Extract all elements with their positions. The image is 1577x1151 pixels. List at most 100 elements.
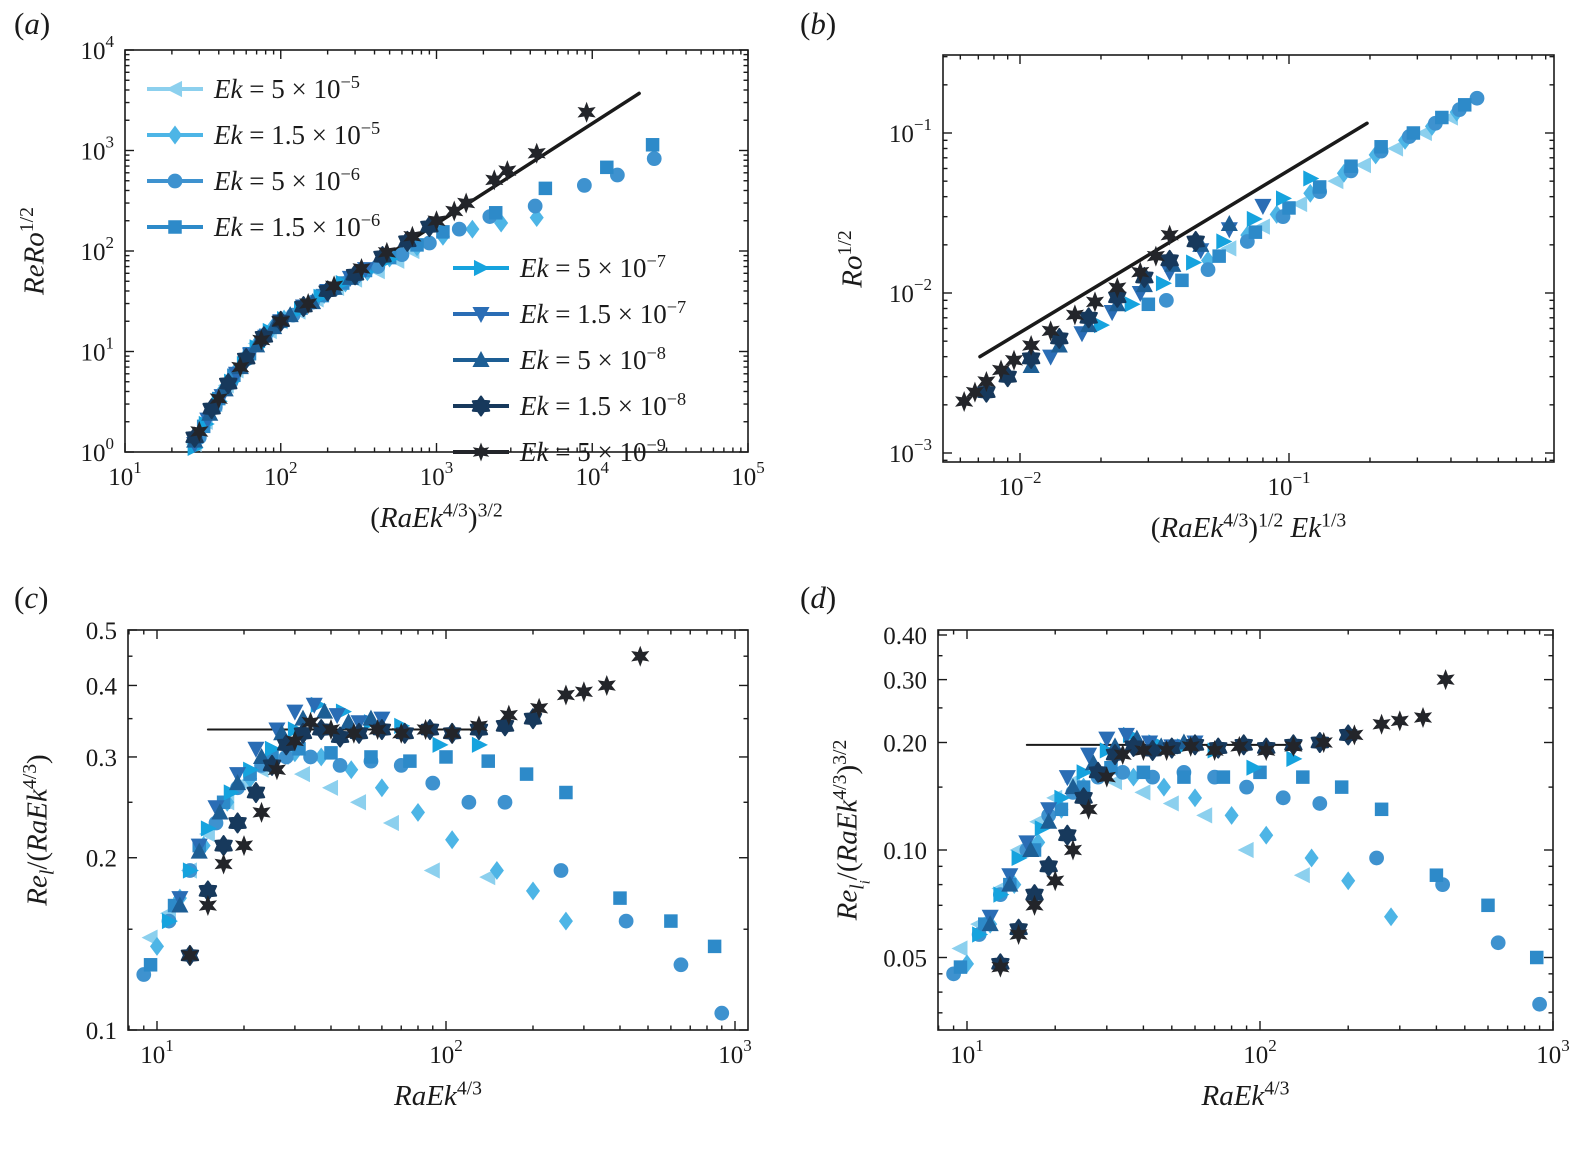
text-segment: i xyxy=(857,880,874,885)
panel-b-x-axis-label: (RaEk4/3)1/2 Ek1/3 xyxy=(1151,509,1347,545)
panel-a-series-ek5e5 xyxy=(185,242,420,453)
panel-a-y-tick-label: 104 xyxy=(81,32,115,65)
text-segment: = 5 × 10 xyxy=(242,165,341,196)
panel-a-y-tick-label: 100 xyxy=(81,434,115,467)
panel-d-x-axis-label: RaEk4/3 xyxy=(1201,1078,1290,1113)
text-segment: 4/3 xyxy=(1223,509,1249,532)
text-segment: ) xyxy=(21,754,54,764)
ek15e8-legend-marker-icon xyxy=(453,395,509,417)
panel-b-series-ek15e8 xyxy=(977,230,1205,403)
text-segment: −8 xyxy=(646,342,666,363)
panel-b-reference-line xyxy=(978,121,1369,359)
text-segment: = 5 × 10 xyxy=(548,436,647,467)
text-segment: −6 xyxy=(340,163,360,184)
text-segment: = 1.5 × 10 xyxy=(548,298,667,329)
text-segment: −5 xyxy=(360,117,381,138)
panel-d-plot: 101 102 103 0.40 0.30 0.20 0.10 0.05 xyxy=(883,623,1570,1069)
text-segment: −9 xyxy=(646,434,666,455)
text-segment: RaEk xyxy=(1201,1080,1265,1112)
panel-a-y-tick-label: 101 xyxy=(81,334,115,367)
panel-a-x-tick-label: 103 xyxy=(420,458,454,491)
legend-label-ek15e8: Ek = 1.5 × 10−8 xyxy=(520,388,687,422)
panel-b-y-axis-label: Ro1/2 xyxy=(833,229,870,287)
panel-c-x-tick-label: 103 xyxy=(718,1036,752,1069)
legend-item-ek5e6: Ek = 5 × 10−6 xyxy=(146,158,380,204)
text-segment: = 1.5 × 10 xyxy=(242,119,361,150)
text-segment: = 5 × 10 xyxy=(548,344,647,375)
legend-label-ek5e9: Ek = 5 × 10−9 xyxy=(520,434,666,468)
text-segment: Re xyxy=(831,889,864,921)
panel-d-y-tick-label: 0.30 xyxy=(883,668,927,695)
panel-b-series-ek5e7 xyxy=(1093,170,1320,334)
legend-group-2: Ek = 5 × 10−7 Ek = 1.5 × 10−7 Ek = 5 × 10−… xyxy=(452,245,686,475)
panel-a-x-axis-label: (RaEk4/3)3/2 xyxy=(370,499,503,535)
text-segment: −7 xyxy=(666,296,687,317)
text-segment: ( xyxy=(800,6,811,41)
text-segment: = 1.5 × 10 xyxy=(242,211,361,242)
panel-b-x-tick-label: 10−2 xyxy=(998,468,1041,501)
panel-b-y-tick-label: 10−2 xyxy=(889,275,932,308)
panel-a-tag: (a) xyxy=(14,6,50,42)
panel-b-y-tick-label: 10−3 xyxy=(889,435,932,468)
text-segment: 1/3 xyxy=(1321,509,1347,532)
panel-a-y-tick-label: 102 xyxy=(81,233,115,266)
panel-c-tag: (c) xyxy=(14,580,48,616)
panel-c-plot: 101 102 103 0.5 0.4 0.3 0.2 0.1 xyxy=(86,618,752,1069)
text-segment: ( xyxy=(800,580,811,615)
panel-c-x-tick-label: 101 xyxy=(140,1036,174,1069)
panel-a-y-axis-label: ReRo1/2 xyxy=(16,207,52,295)
panel-d-series-ek15e5 xyxy=(959,762,1399,974)
text-segment: 3/2 xyxy=(828,739,851,765)
text-segment: Ek xyxy=(520,436,549,467)
text-segment: Ek xyxy=(214,73,243,104)
legend-label-ek15e7: Ek = 1.5 × 10−7 xyxy=(520,296,687,330)
legend-item-ek15e8: Ek = 1.5 × 10−8 xyxy=(452,383,686,429)
legend-item-ek5e8: Ek = 5 × 10−8 xyxy=(452,337,686,383)
text-segment: 3/2 xyxy=(477,499,503,522)
panel-b-tag: (b) xyxy=(800,6,836,42)
text-segment: RaEk xyxy=(379,502,443,534)
text-segment: 4/3 xyxy=(18,763,41,790)
text-segment: −6 xyxy=(360,209,381,230)
legend-label-ek15e6: Ek = 1.5 × 10−6 xyxy=(214,209,381,243)
text-segment: Ek xyxy=(520,344,549,375)
panel-d-tag: (d) xyxy=(800,580,836,616)
text-segment: −7 xyxy=(646,250,666,271)
ek5e8-legend-marker-icon xyxy=(453,351,509,368)
legend-group-1: Ek = 5 × 10−5 Ek = 1.5 × 10−5 Ek = 5 × 10−… xyxy=(146,66,380,250)
text-segment: Ek xyxy=(520,298,549,329)
panel-b-plot: 10−2 10−1 10−3 10−2 10−1 xyxy=(889,54,1555,501)
text-segment: a xyxy=(24,6,40,41)
text-segment: Re xyxy=(21,875,54,906)
legend-item-ek15e7: Ek = 1.5 × 10−7 xyxy=(452,291,686,337)
legend-label-ek5e5: Ek = 5 × 10−5 xyxy=(214,72,360,105)
ek5e7-legend-marker-icon xyxy=(453,259,509,277)
panel-a-x-tick-label: 105 xyxy=(731,458,765,491)
text-segment: ) xyxy=(39,6,51,41)
ek5e9-legend-marker-icon xyxy=(453,442,509,462)
text-segment: ) xyxy=(825,6,837,41)
text-segment: 4/3 xyxy=(442,499,468,522)
text-segment: l xyxy=(846,884,869,890)
panel-a-y-tick-label: 103 xyxy=(81,133,115,166)
text-segment: 4/3 xyxy=(456,1077,482,1100)
legend-label-ek5e7: Ek = 5 × 10−7 xyxy=(520,250,666,284)
text-segment: Ek xyxy=(1290,512,1322,544)
panel-d-x-tick-label: 102 xyxy=(1243,1036,1277,1069)
text-segment: −8 xyxy=(666,388,687,409)
text-segment: ) xyxy=(38,580,49,615)
panel-d-series-ek5e5 xyxy=(951,764,1310,957)
panel-d-x-tick-label: 103 xyxy=(1536,1036,1570,1069)
panel-d-x-tick-label: 101 xyxy=(950,1036,984,1069)
text-segment: b xyxy=(810,6,826,41)
panel-c-ticks xyxy=(128,629,748,1031)
text-segment: l xyxy=(36,869,59,876)
panel-b-series-ek15e5 xyxy=(1201,102,1464,270)
panel-c-series-ek15e5 xyxy=(149,743,573,956)
text-segment: 1/2 xyxy=(833,229,856,255)
panel-c-frame xyxy=(127,629,749,1031)
text-segment: Ek xyxy=(520,252,549,283)
